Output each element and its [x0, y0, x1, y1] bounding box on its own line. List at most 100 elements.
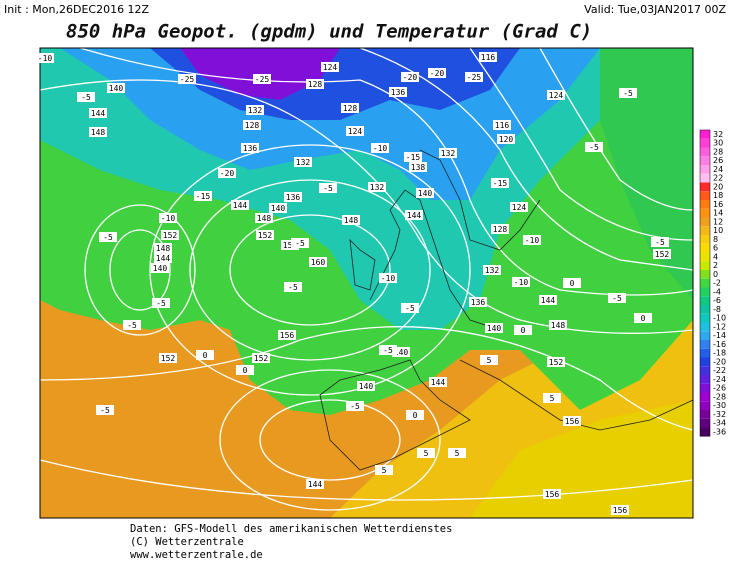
colorbar-label: 10 [713, 226, 723, 235]
temperature-label: -5 [319, 183, 337, 193]
colorbar-label: -36 [713, 427, 726, 436]
geopotential-label-text: 148 [257, 214, 272, 223]
geopotential-label-box [252, 353, 270, 363]
colorbar-cell [700, 147, 710, 157]
geopotential-label: 144 [231, 200, 249, 210]
colorbar-cell [700, 366, 710, 375]
temperature-label: -25 [178, 74, 196, 84]
geopotential-label-text: 156 [283, 241, 298, 250]
colorbar-label: -28 [713, 392, 726, 401]
geopotential-label: 124 [547, 90, 565, 100]
init-time: Init : Mon,26DEC2016 12Z [4, 3, 150, 16]
temperature-label: -5 [77, 92, 95, 102]
temperature-label-box [194, 191, 212, 201]
geopotential-label: 148 [342, 215, 360, 225]
colorbar-cell [700, 313, 710, 323]
temperature-label-box [401, 303, 419, 313]
temperature-label-text: -15 [196, 192, 211, 201]
temperature-label: -5 [152, 298, 170, 308]
colorbar-label: -20 [713, 357, 726, 366]
geopotential-label-text: 152 [655, 250, 670, 259]
geopotential-label-text: 128 [493, 225, 508, 234]
colorbar-label: 26 [713, 156, 723, 165]
temperature-label: -10 [379, 273, 397, 283]
geopotential-label: 132 [439, 148, 457, 158]
colorbar-cell [700, 270, 710, 279]
colorbar-cell [700, 156, 710, 165]
geopotential-label-box [491, 224, 509, 234]
temperature-label-box [379, 273, 397, 283]
geopotential-label-box [151, 263, 169, 273]
temperature-label-box [123, 320, 141, 330]
temperature-label-text: -5 [127, 321, 137, 330]
colorbar-cell [700, 375, 710, 384]
geopotential-label: 124 [321, 62, 339, 72]
geopotential-label: 140 [269, 203, 287, 213]
geopotential-label-box [309, 257, 327, 267]
geopotential-label: 152 [256, 230, 274, 240]
colorbar-label: -10 [713, 314, 726, 323]
colorbar-cell [700, 296, 710, 305]
temperature-label-box [236, 365, 254, 375]
temperature-label-box [346, 401, 364, 411]
geopotential-label-text: 156 [545, 490, 560, 499]
geopotential-label-text: 144 [308, 480, 323, 489]
temperature-label-text: -5 [81, 93, 91, 102]
colorbar-label: -18 [713, 349, 726, 358]
geopotential-label-text: 148 [551, 321, 566, 330]
colorbar-label: 30 [713, 139, 723, 148]
temperature-label-text: -5 [350, 402, 360, 411]
geopotential-label: 152 [252, 353, 270, 363]
temperature-label-box [480, 355, 498, 365]
temperature-label-text: -5 [612, 294, 622, 303]
geopotential-label-text: 156 [613, 506, 628, 515]
geopotential-label: 152 [161, 230, 179, 240]
temperature-label-box [371, 143, 389, 153]
temperature-label-text: -25 [255, 75, 270, 84]
temperature-label-text: -15 [493, 179, 508, 188]
geopotential-label-text: 144 [431, 378, 446, 387]
geopotential-label: 144 [405, 210, 423, 220]
geopotential-label: 132 [294, 157, 312, 167]
temperature-label: -25 [465, 72, 483, 82]
geopotential-label-box [346, 126, 364, 136]
colorbar-label: 14 [713, 209, 723, 218]
colorbar-cell [700, 173, 710, 183]
geopotential-label-text: 160 [311, 258, 326, 267]
colorbar-cell [700, 305, 710, 314]
temperature-label-text: -10 [525, 236, 540, 245]
geopotential-label-text: 156 [280, 331, 295, 340]
temperature-label: -5 [346, 401, 364, 411]
geopotential-label-text: 124 [512, 203, 527, 212]
temperature-label: -10 [371, 143, 389, 153]
temperature-label-text: -10 [161, 214, 176, 223]
colorbar-cell [700, 401, 710, 410]
geopotential-label-box [342, 215, 360, 225]
geopotential-label-text: 132 [370, 183, 385, 192]
geopotential-label: 116 [479, 52, 497, 62]
temperature-label-text: -20 [430, 69, 445, 78]
geopotential-label: 140 [107, 83, 125, 93]
geopotential-label: 144 [429, 377, 447, 387]
temperature-label: -5 [123, 320, 141, 330]
geopotential-label: 124 [346, 126, 364, 136]
geopotential-label-text: 136 [391, 88, 406, 97]
geopotential-label: 132 [483, 265, 501, 275]
temperature-label-box [543, 393, 561, 403]
temperature-label-text: -20 [220, 169, 235, 178]
colorbar-label: 12 [713, 217, 723, 226]
colorbar-cell [700, 200, 710, 209]
colorbar-cell [700, 130, 710, 139]
geopotential-label: 128 [491, 224, 509, 234]
colorbar-label: 32 [713, 130, 723, 139]
geopotential-label-box [284, 192, 302, 202]
temperature-label: 5 [448, 448, 466, 458]
geopotential-label: 148 [154, 243, 172, 253]
geopotential-label-box [246, 105, 264, 115]
colorbar-cell [700, 287, 710, 297]
field-green-east [600, 48, 693, 300]
geopotential-label-box [416, 188, 434, 198]
temperature-label-text: 5 [550, 394, 555, 403]
geopotential-label-box [154, 253, 172, 263]
colorbar-label: -4 [713, 287, 721, 296]
